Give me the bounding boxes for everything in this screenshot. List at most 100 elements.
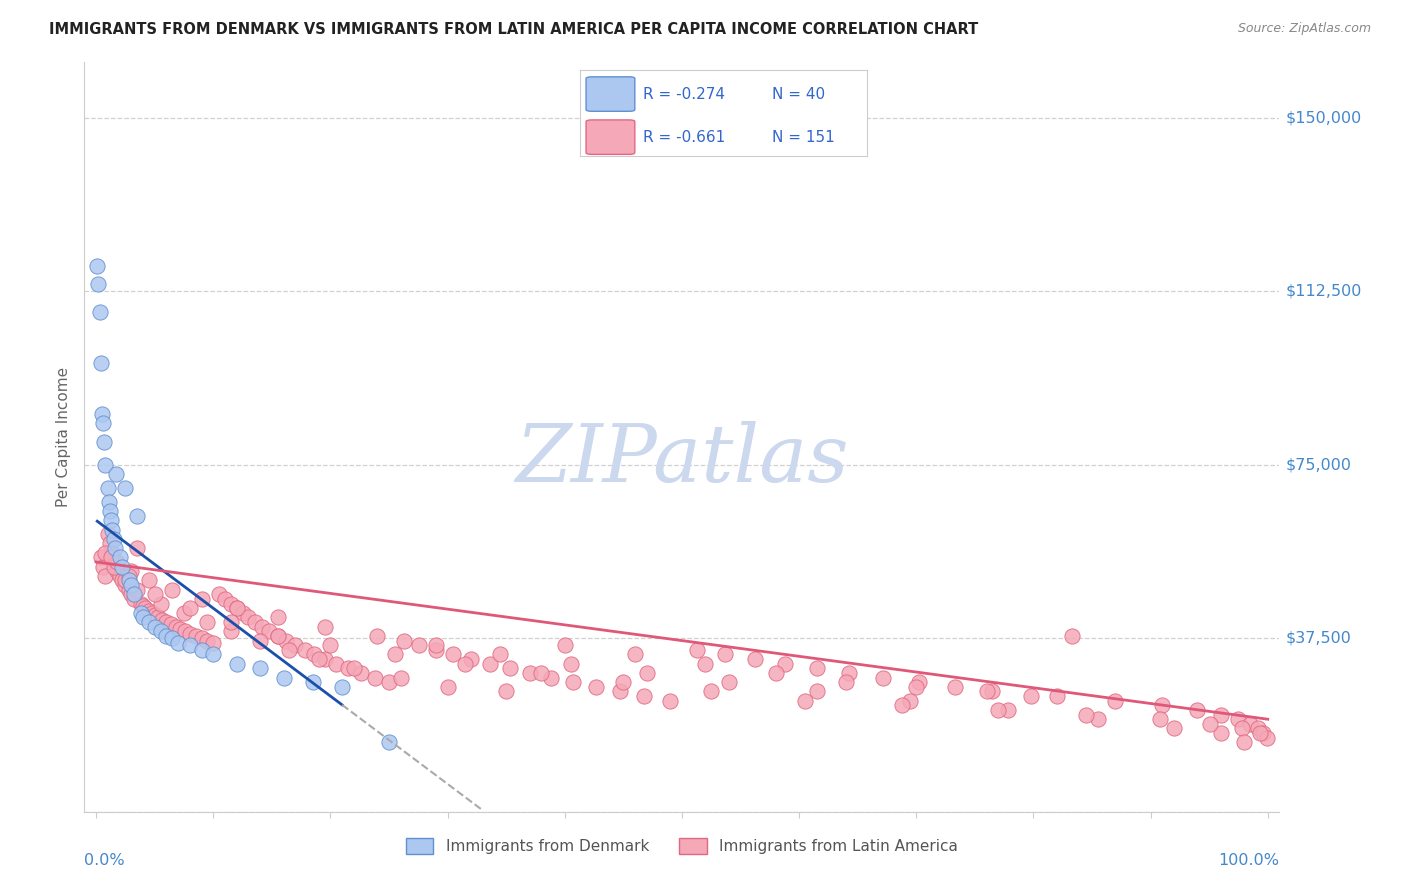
Point — [118, 582, 141, 597]
Point — [87, 277, 110, 292]
Point — [554, 638, 576, 652]
Point — [987, 703, 1010, 717]
Point — [981, 684, 1004, 698]
Point — [160, 617, 183, 632]
Point — [364, 671, 387, 685]
Point — [120, 564, 142, 578]
Point — [101, 523, 124, 537]
Point — [225, 657, 247, 671]
Point — [225, 601, 247, 615]
Point — [155, 615, 177, 629]
Point — [141, 606, 163, 620]
Point — [378, 675, 401, 690]
Point — [609, 684, 631, 698]
Point — [489, 648, 512, 662]
Point — [394, 633, 416, 648]
Point — [540, 671, 562, 685]
Point — [562, 675, 585, 690]
Point — [314, 620, 336, 634]
Point — [173, 606, 195, 620]
Point — [143, 608, 166, 623]
Point — [143, 587, 166, 601]
Point — [794, 694, 817, 708]
Point — [101, 546, 124, 560]
Point — [267, 610, 290, 624]
Point — [686, 643, 709, 657]
Point — [267, 629, 290, 643]
Point — [350, 665, 373, 680]
Point — [1251, 726, 1274, 740]
Point — [190, 632, 212, 646]
Point — [330, 680, 353, 694]
Point — [90, 550, 112, 565]
Point — [1019, 689, 1042, 703]
Point — [302, 648, 325, 662]
Point — [94, 458, 117, 472]
Point — [325, 657, 347, 671]
Point — [202, 636, 225, 650]
Point — [700, 684, 723, 698]
Point — [1256, 731, 1278, 745]
Point — [907, 675, 929, 690]
Point — [612, 675, 634, 690]
Point — [114, 574, 136, 588]
Point — [122, 591, 145, 606]
Text: $150,000: $150,000 — [1285, 111, 1361, 126]
Point — [443, 648, 465, 662]
Point — [134, 601, 156, 615]
Point — [425, 638, 447, 652]
Point — [103, 532, 125, 546]
Point — [86, 259, 108, 273]
Point — [104, 555, 127, 569]
Point — [103, 559, 125, 574]
Point — [872, 671, 894, 685]
Legend: Immigrants from Denmark, Immigrants from Latin America: Immigrants from Denmark, Immigrants from… — [399, 832, 965, 860]
Point — [249, 633, 271, 648]
Point — [744, 652, 766, 666]
Point — [252, 620, 274, 634]
Point — [90, 356, 112, 370]
Point — [308, 652, 330, 666]
Text: ZIPatlas: ZIPatlas — [515, 421, 849, 499]
Point — [197, 633, 219, 648]
Point — [891, 698, 914, 713]
Point — [835, 675, 858, 690]
Point — [114, 578, 136, 592]
Point — [93, 434, 115, 449]
Text: $112,500: $112,500 — [1285, 284, 1362, 299]
Point — [148, 610, 170, 624]
Point — [378, 735, 401, 749]
Point — [100, 550, 122, 565]
Point — [208, 587, 231, 601]
Point — [1163, 722, 1185, 736]
Point — [120, 587, 142, 601]
Point — [636, 665, 658, 680]
Point — [1152, 698, 1174, 713]
Point — [302, 675, 325, 690]
Point — [1104, 694, 1126, 708]
Point — [1062, 629, 1084, 643]
Point — [384, 648, 406, 662]
Point — [495, 684, 517, 698]
Point — [214, 591, 236, 606]
Point — [1209, 726, 1232, 740]
Point — [905, 680, 928, 694]
Point — [1233, 735, 1256, 749]
Point — [425, 643, 447, 657]
Point — [1149, 712, 1171, 726]
Point — [190, 643, 212, 657]
Point — [219, 624, 242, 639]
Point — [249, 661, 271, 675]
Text: $75,000: $75,000 — [1285, 458, 1351, 473]
Point — [1230, 722, 1253, 736]
Point — [100, 513, 122, 527]
Point — [408, 638, 430, 652]
Point — [179, 638, 201, 652]
Point — [319, 638, 342, 652]
Point — [273, 671, 295, 685]
Point — [245, 615, 267, 629]
Point — [129, 597, 152, 611]
Point — [105, 555, 128, 569]
Point — [278, 643, 301, 657]
Point — [1046, 689, 1069, 703]
